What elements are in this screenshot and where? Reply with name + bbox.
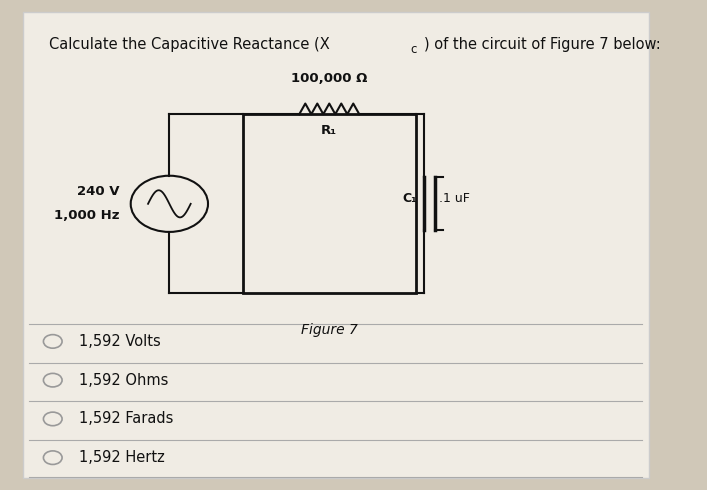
Text: Figure 7: Figure 7 xyxy=(301,322,358,337)
Text: 1,592 Hertz: 1,592 Hertz xyxy=(79,450,165,465)
FancyBboxPatch shape xyxy=(23,12,649,478)
Text: 1,592 Ohms: 1,592 Ohms xyxy=(79,373,169,388)
Text: C₁: C₁ xyxy=(402,193,417,205)
Text: R₁: R₁ xyxy=(321,124,337,137)
Bar xyxy=(243,114,416,294)
Text: 100,000 Ω: 100,000 Ω xyxy=(291,72,368,85)
Text: c: c xyxy=(411,43,417,55)
Text: Calculate the Capacitive Reactance (X: Calculate the Capacitive Reactance (X xyxy=(49,37,330,51)
Text: ) of the circuit of Figure 7 below:: ) of the circuit of Figure 7 below: xyxy=(424,37,660,51)
Text: .1 uF: .1 uF xyxy=(439,193,470,205)
Text: 1,592 Farads: 1,592 Farads xyxy=(79,412,174,426)
Text: 240 V: 240 V xyxy=(77,185,119,198)
Text: 1,000 Hz: 1,000 Hz xyxy=(54,209,119,222)
Text: 1,592 Volts: 1,592 Volts xyxy=(79,334,161,349)
